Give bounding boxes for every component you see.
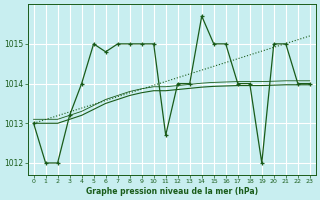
X-axis label: Graphe pression niveau de la mer (hPa): Graphe pression niveau de la mer (hPa) bbox=[86, 187, 258, 196]
